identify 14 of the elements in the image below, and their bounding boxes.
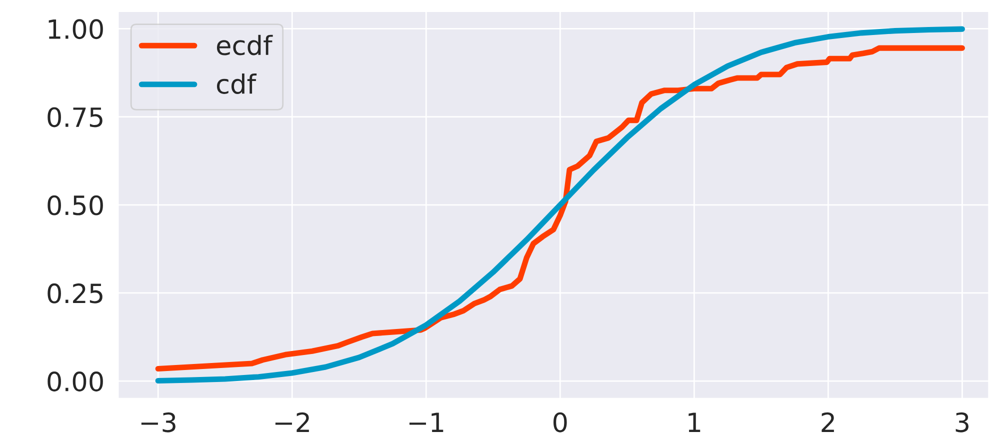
x-tick-label: −3 [141, 412, 176, 432]
y-tick-label: 0.50 [48, 195, 103, 216]
y-tick-label: 0.25 [48, 283, 102, 304]
legend-label: cdf [216, 74, 257, 94]
x-tick-label: 0 [553, 412, 567, 432]
x-tick-label: 2 [822, 412, 834, 432]
y-tick-label: 0.75 [48, 107, 102, 128]
y-tick-label: 1.00 [48, 19, 103, 40]
x-tick-label: −1 [409, 412, 444, 432]
x-tick-label: −2 [275, 412, 309, 432]
y-tick-label: 0.00 [48, 372, 103, 392]
x-tick-label: 3 [956, 412, 968, 432]
legend-label: ecdf [216, 34, 273, 56]
x-tick-label: 1 [688, 412, 700, 432]
